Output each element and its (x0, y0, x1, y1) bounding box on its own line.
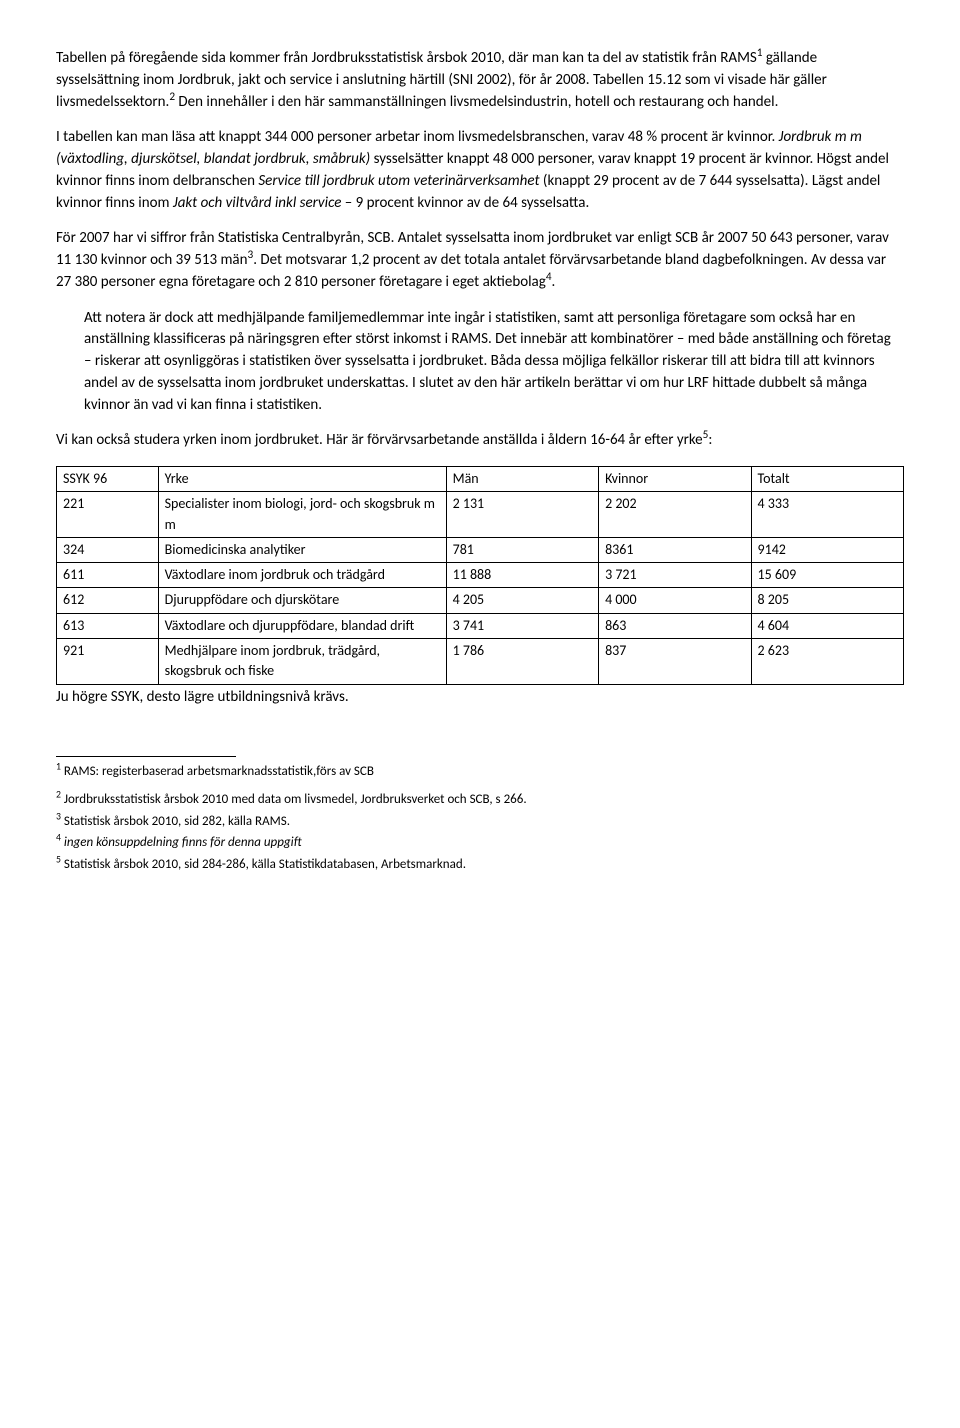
table-cell: Specialister inom biologi, jord- och sko… (158, 492, 446, 538)
paragraph-2: I tabellen kan man läsa att knappt 344 0… (56, 127, 904, 214)
table-cell: Växtodlare inom jordbruk och trädgård (158, 563, 446, 588)
footnote-text: Jordbruksstatistisk årsbok 2010 med data… (61, 792, 527, 807)
table-caption: Ju högre SSYK, desto lägre utbildningsni… (56, 687, 904, 709)
footnote-1: 1 RAMS: registerbaserad arbetsmarknadsst… (56, 763, 904, 781)
table-cell: 921 (57, 639, 159, 685)
paragraph-3: För 2007 har vi siffror från Statistiska… (56, 228, 904, 293)
text: . (552, 273, 556, 291)
table-cell: 611 (57, 563, 159, 588)
table-cell: Djuruppfödare och djurskötare (158, 588, 446, 613)
table-cell: Medhjälpare inom jordbruk, trädgård, sko… (158, 639, 446, 685)
table-cell: 8361 (599, 537, 751, 562)
occupation-table: SSYK 96YrkeMänKvinnorTotalt 221Specialis… (56, 466, 904, 685)
table-cell: Växtodlare och djuruppfödare, blandad dr… (158, 613, 446, 638)
table-cell: 2 623 (751, 639, 903, 685)
footnote-text: Statistisk årsbok 2010, sid 284-286, käl… (61, 857, 466, 872)
paragraph-4-indented: Att notera är dock att medhjälpande fami… (84, 308, 894, 417)
table-header-cell: SSYK 96 (57, 467, 159, 492)
table-row: 613Växtodlare och djuruppfödare, blandad… (57, 613, 904, 638)
table-header-cell: Män (446, 467, 598, 492)
table-cell: 4 604 (751, 613, 903, 638)
footnote-text: Statistisk årsbok 2010, sid 282, källa R… (61, 814, 290, 829)
table-row: 921Medhjälpare inom jordbruk, trädgård, … (57, 639, 904, 685)
table-cell: 837 (599, 639, 751, 685)
italic-text: Jakt och viltvård inkl service (173, 194, 341, 212)
table-cell: 4 000 (599, 588, 751, 613)
footnotes-section: 1 RAMS: registerbaserad arbetsmarknadsst… (56, 763, 904, 873)
paragraph-5: Vi kan också studera yrken inom jordbruk… (56, 430, 904, 452)
footnote-5: 5 Statistisk årsbok 2010, sid 284-286, k… (56, 856, 904, 874)
table-cell: 8 205 (751, 588, 903, 613)
table-header-cell: Totalt (751, 467, 903, 492)
table-row: 612Djuruppfödare och djurskötare4 2054 0… (57, 588, 904, 613)
table-row: 324Biomedicinska analytiker78183619142 (57, 537, 904, 562)
footnotes-separator (56, 756, 236, 757)
text: Den innehåller i den här sammanställning… (175, 93, 778, 111)
table-cell: 1 786 (446, 639, 598, 685)
footnote-text-italic: ingen könsuppdelning finns för denna upp… (61, 835, 302, 850)
footnote-3: 3 Statistisk årsbok 2010, sid 282, källa… (56, 813, 904, 831)
footnote-4: 4 ingen könsuppdelning finns för denna u… (56, 834, 904, 852)
table-cell: 324 (57, 537, 159, 562)
table-cell: Biomedicinska analytiker (158, 537, 446, 562)
table-cell: 2 131 (446, 492, 598, 538)
table-row: 611Växtodlare inom jordbruk och trädgård… (57, 563, 904, 588)
italic-text: Service till jordbruk utom veterinärverk… (258, 172, 539, 190)
table-cell: 4 205 (446, 588, 598, 613)
table-cell: 863 (599, 613, 751, 638)
text: I tabellen kan man läsa att knappt 344 0… (56, 128, 779, 146)
footnote-2: 2 Jordbruksstatistisk årsbok 2010 med da… (56, 791, 904, 809)
paragraph-1: Tabellen på föregående sida kommer från … (56, 48, 904, 113)
table-cell: 3 741 (446, 613, 598, 638)
table-cell: 15 609 (751, 563, 903, 588)
table-cell: 2 202 (599, 492, 751, 538)
table-cell: 221 (57, 492, 159, 538)
text: : (708, 431, 712, 449)
table-row: 221Specialister inom biologi, jord- och … (57, 492, 904, 538)
footnote-text: RAMS: registerbaserad arbetsmarknadsstat… (61, 764, 374, 779)
table-header-row: SSYK 96YrkeMänKvinnorTotalt (57, 467, 904, 492)
table-header-cell: Yrke (158, 467, 446, 492)
text: Vi kan också studera yrken inom jordbruk… (56, 431, 703, 449)
table-cell: 9142 (751, 537, 903, 562)
text: Tabellen på föregående sida kommer från … (56, 49, 757, 67)
table-cell: 613 (57, 613, 159, 638)
text: – 9 procent kvinnor av de 64 sysselsatta… (341, 194, 589, 212)
table-cell: 612 (57, 588, 159, 613)
table-header-cell: Kvinnor (599, 467, 751, 492)
table-cell: 11 888 (446, 563, 598, 588)
table-cell: 3 721 (599, 563, 751, 588)
table-cell: 781 (446, 537, 598, 562)
table-cell: 4 333 (751, 492, 903, 538)
